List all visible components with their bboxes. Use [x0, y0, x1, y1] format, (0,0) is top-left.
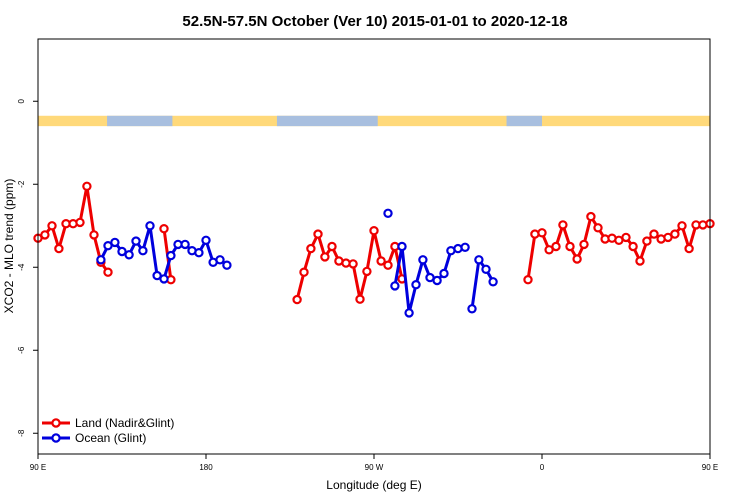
- land-point: [530, 229, 540, 239]
- land-point: [376, 256, 386, 266]
- ocean-point: [180, 239, 190, 250]
- legend-ocean-marker: [51, 433, 61, 443]
- y-tick-label: -8: [17, 429, 26, 437]
- land-point: [572, 254, 582, 264]
- ocean-point: [166, 250, 176, 261]
- land-point: [558, 220, 568, 230]
- ocean-band: [107, 115, 173, 127]
- land-point: [348, 259, 358, 269]
- land-point: [383, 260, 393, 270]
- x-tick-label: 90 W: [365, 463, 384, 472]
- land-point: [551, 241, 561, 252]
- land-point: [362, 266, 372, 277]
- land-point: [306, 243, 316, 254]
- ocean-point: [124, 250, 134, 260]
- ocean-point: [460, 242, 470, 252]
- y-axis-label: XCO2 - MLO trend (ppm): [2, 179, 16, 314]
- ocean-point: [110, 237, 120, 248]
- y-tick-label: -6: [17, 346, 26, 354]
- ocean-point: [222, 260, 232, 270]
- land-sea-band: [38, 115, 710, 127]
- land-point: [579, 239, 589, 250]
- land-point: [313, 229, 323, 239]
- ocean-point: [383, 208, 393, 218]
- ocean-point: [117, 246, 127, 257]
- land-point: [299, 267, 309, 277]
- land-point: [82, 181, 92, 191]
- land-point: [565, 241, 575, 252]
- ocean-point: [96, 255, 106, 265]
- land-point: [320, 252, 330, 262]
- ocean-point: [481, 264, 491, 274]
- chart-title: 52.5N-57.5N October (Ver 10) 2015-01-01 …: [182, 13, 567, 30]
- land-point: [684, 243, 694, 254]
- land-point: [47, 221, 57, 231]
- x-tick-label: 180: [199, 463, 213, 472]
- x-tick-label: 0: [540, 463, 545, 472]
- land-point: [586, 211, 596, 222]
- ocean-point: [201, 235, 211, 245]
- ocean-point: [145, 221, 155, 231]
- land-point: [54, 243, 64, 254]
- land-point: [649, 229, 659, 239]
- land-point: [103, 267, 113, 277]
- land-point: [327, 241, 337, 252]
- land-point: [369, 225, 379, 236]
- land-point: [75, 217, 85, 228]
- ocean-point: [390, 281, 400, 291]
- ocean-series-line: [470, 258, 495, 310]
- y-tick-label: 0: [17, 98, 26, 103]
- ocean-point: [411, 280, 421, 290]
- land-point: [159, 223, 169, 234]
- ocean-band: [276, 115, 378, 127]
- land-point: [670, 229, 680, 239]
- x-axis: 90 E 180 90 W 0 90 E: [30, 454, 718, 472]
- ocean-band: [506, 115, 542, 127]
- ocean-point: [404, 308, 414, 318]
- x-tick-label: 90 E: [30, 463, 46, 472]
- legend: Land (Nadir&Glint)Ocean (Glint): [42, 416, 174, 445]
- land-point: [355, 294, 365, 304]
- ocean-point: [432, 275, 442, 286]
- land-point: [621, 232, 631, 243]
- ocean-point: [215, 255, 225, 265]
- land-point: [292, 294, 302, 305]
- land-point: [698, 220, 708, 230]
- legend-land-label: Land (Nadir&Glint): [75, 416, 174, 430]
- ocean-point: [474, 255, 484, 265]
- land-point: [40, 230, 50, 240]
- series-layer: [33, 181, 715, 318]
- land-point: [593, 223, 603, 233]
- ocean-point: [159, 274, 169, 284]
- ocean-point: [194, 247, 204, 258]
- ocean-point: [453, 243, 463, 254]
- ocean-point: [467, 304, 477, 314]
- ocean-point: [439, 268, 449, 279]
- land-point: [642, 236, 652, 246]
- x-tick-label: 90 E: [702, 463, 718, 472]
- legend-ocean-label: Ocean (Glint): [75, 431, 146, 445]
- land-point: [628, 241, 638, 252]
- land-point: [537, 228, 547, 238]
- ocean-point: [418, 255, 428, 265]
- y-axis: 0 -2 -4 -6 -8: [17, 98, 38, 437]
- y-tick-label: -2: [17, 180, 26, 188]
- ocean-point: [131, 236, 141, 246]
- ocean-point: [488, 277, 498, 287]
- ocean-point: [397, 241, 407, 252]
- land-point: [677, 221, 687, 231]
- land-point: [523, 275, 533, 285]
- y-tick-label: -4: [17, 263, 26, 271]
- ocean-point: [138, 245, 148, 256]
- land-point: [635, 256, 645, 266]
- land-point: [89, 230, 99, 240]
- x-axis-label: Longitude (deg E): [326, 478, 421, 492]
- legend-land-marker: [51, 418, 61, 428]
